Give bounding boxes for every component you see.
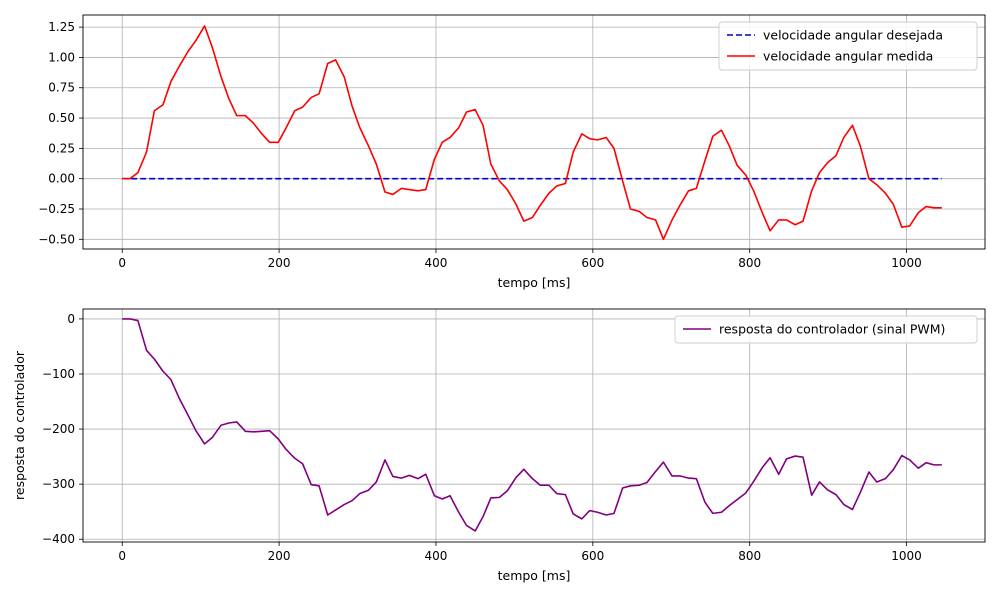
series-line-2 (122, 25, 942, 241)
y-tick-label: 0.25 (48, 141, 75, 155)
x-tick-label: 800 (738, 256, 761, 270)
panel-1: 0 200 400 600 800 1000 −0.50 −0.25 0.00 0.25 0.50 0… (38, 14, 986, 290)
plot-frame (82, 14, 986, 250)
y-axis-label: resposta do controlador (12, 350, 27, 500)
legend-label: velocidade angular medida (763, 49, 933, 64)
legend: velocidade angular desejada velocidade an… (718, 21, 978, 71)
legend-box (674, 315, 978, 344)
y-tick-label: 0.75 (48, 81, 75, 95)
legend-box (718, 21, 978, 71)
x-tick-label: 400 (425, 549, 448, 563)
x-tick-label: 0 (118, 256, 126, 270)
plot-frame (82, 308, 986, 543)
x-tick-label: 1000 (891, 256, 922, 270)
legend: resposta do controlador (sinal PWM) (674, 315, 978, 344)
y-tick-label: 0.50 (48, 111, 75, 125)
x-tick-label: 600 (581, 256, 604, 270)
x-tick-label: 0 (118, 549, 126, 563)
x-tick-label: 1000 (891, 549, 922, 563)
x-tick-label: 200 (268, 256, 291, 270)
x-axis-label: tempo [ms] (498, 275, 571, 290)
legend-label: velocidade angular desejada (763, 28, 943, 43)
y-tick-label: −100 (42, 367, 75, 381)
y-tick-label: 0.00 (48, 172, 75, 186)
y-tick-label: −400 (42, 532, 75, 546)
legend-label: resposta do controlador (sinal PWM) (719, 322, 945, 337)
panel-2: 0 200 400 600 800 1000 −400 −300 −200 −100 0 tempo … (12, 308, 986, 583)
y-tick-label: −200 (42, 422, 75, 436)
x-tick-label: 200 (268, 549, 291, 563)
x-tick-label: 600 (581, 549, 604, 563)
series-line-1 (122, 318, 942, 532)
y-tick-label: 1.25 (48, 20, 75, 34)
x-tick-label: 800 (738, 549, 761, 563)
x-axis-label: tempo [ms] (498, 568, 571, 583)
y-tick-label: 0 (67, 312, 75, 326)
y-tick-label: −300 (42, 477, 75, 491)
y-tick-label: −0.25 (38, 202, 75, 216)
y-tick-label: −0.50 (38, 232, 75, 246)
x-tick-label: 400 (425, 256, 448, 270)
y-tick-label: 1.00 (48, 50, 75, 64)
